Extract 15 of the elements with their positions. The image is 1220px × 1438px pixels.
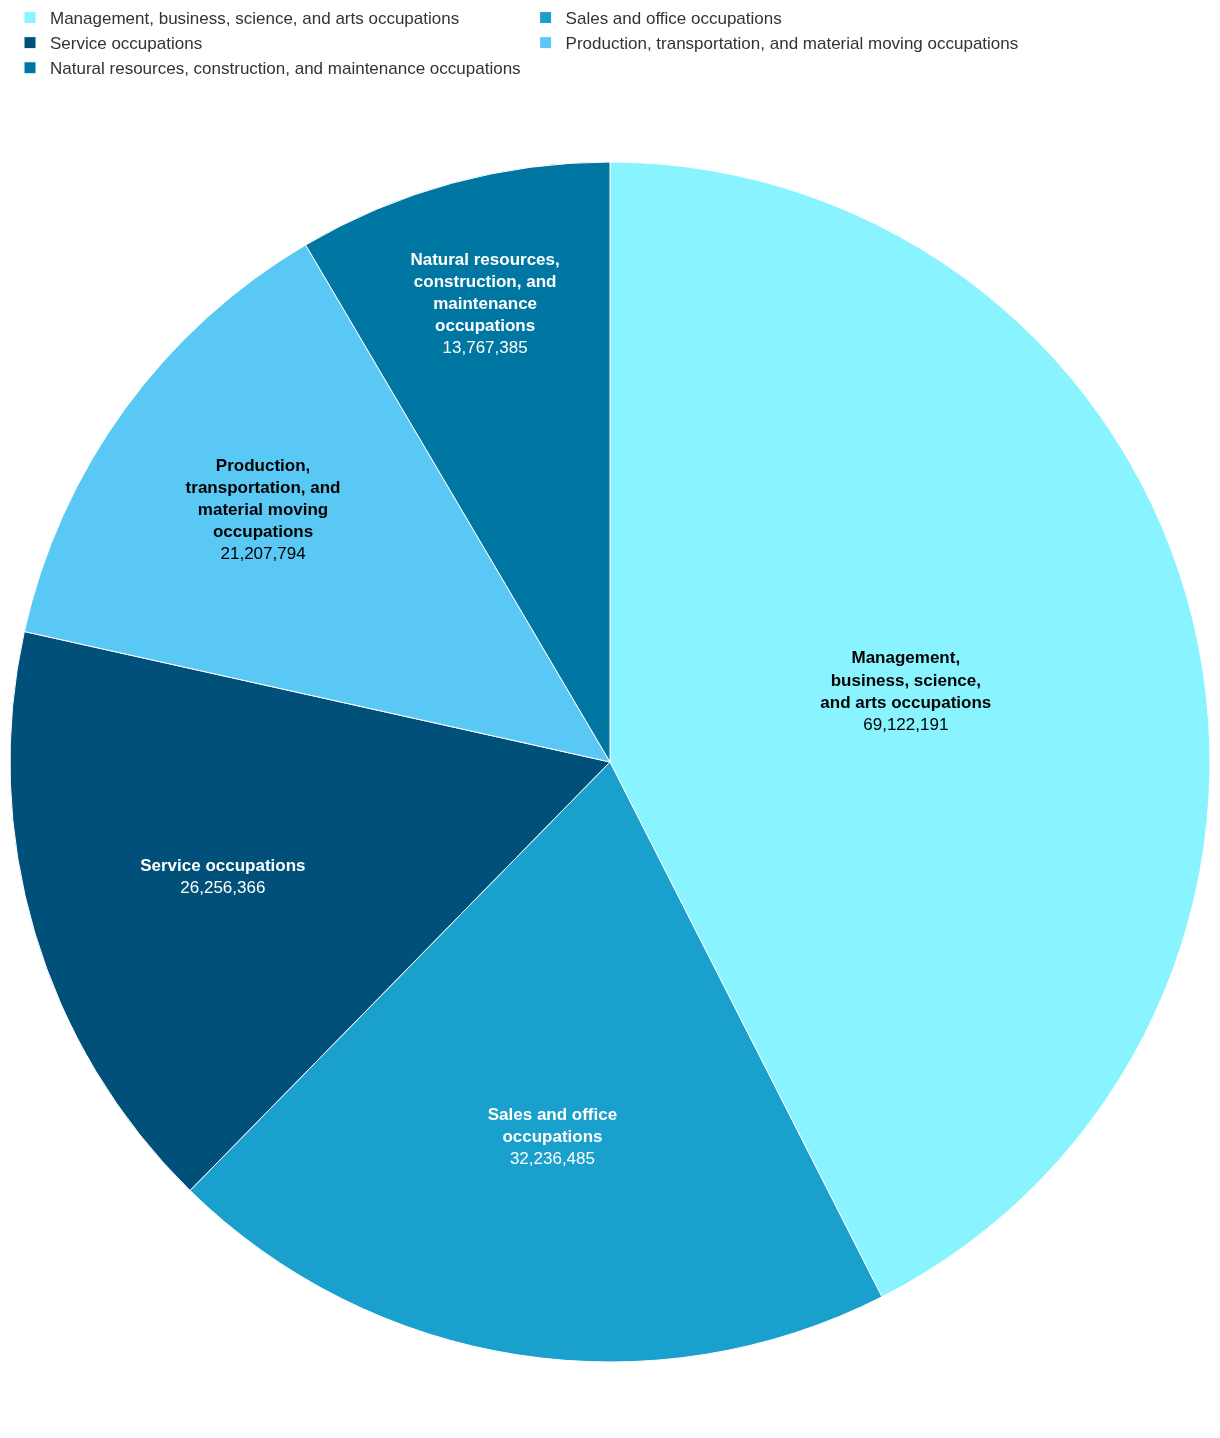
slice-label: Natural resources, construction, and maintenance occupations bbox=[410, 249, 560, 336]
data-label: 13,767,385 bbox=[442, 338, 528, 358]
legend-label: Sales and office occupations bbox=[565, 9, 782, 29]
data-label: 69,122,191 bbox=[863, 714, 949, 734]
slice-label: Sales and office occupations bbox=[487, 1104, 618, 1147]
legend-label: Production, transportation, and material moving occupations bbox=[565, 34, 1019, 54]
legend-label: Service occupations bbox=[50, 34, 203, 54]
slice-label: Production, transportation, and material moving occupations bbox=[185, 455, 341, 542]
data-label: 32,236,485 bbox=[509, 1149, 595, 1169]
legend-label: Natural resources, construction, and maintenance occupations bbox=[50, 59, 521, 79]
data-label: 21,207,794 bbox=[220, 544, 306, 564]
legend-label: Management, business, science, and arts occupations bbox=[50, 9, 460, 29]
slice-label: Service occupations bbox=[140, 856, 306, 876]
slice-label: Management, business, science, and arts occupations bbox=[820, 648, 992, 712]
data-label: 26,256,366 bbox=[180, 878, 266, 898]
